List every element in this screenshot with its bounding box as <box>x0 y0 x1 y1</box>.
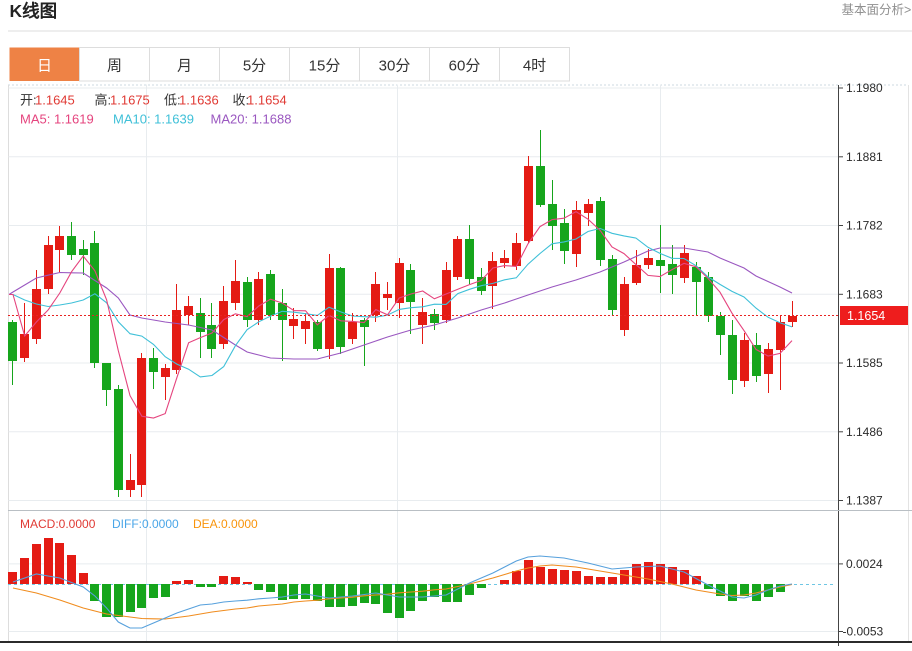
svg-text:4时: 4时 <box>523 58 546 75</box>
svg-text:30分: 30分 <box>379 58 411 75</box>
svg-text:1.1636: 1.1636 <box>179 93 219 108</box>
svg-text:1.1675: 1.1675 <box>110 93 150 108</box>
svg-text:5分: 5分 <box>243 58 266 75</box>
svg-text:1.1486: 1.1486 <box>846 425 883 439</box>
svg-text:月: 月 <box>177 58 192 75</box>
svg-text:高:: 高: <box>95 93 112 108</box>
svg-text:1.1654: 1.1654 <box>247 93 287 108</box>
svg-text:日: 日 <box>37 58 52 75</box>
svg-text:MA20: 1.1688: MA20: 1.1688 <box>211 112 292 127</box>
svg-text:-0.0053: -0.0053 <box>843 625 884 639</box>
svg-text:DEA:0.0000: DEA:0.0000 <box>193 517 258 531</box>
svg-text:1.1683: 1.1683 <box>846 288 883 302</box>
svg-text:1.1881: 1.1881 <box>846 150 883 164</box>
svg-text:K线图: K线图 <box>10 1 58 21</box>
svg-text:1.1645: 1.1645 <box>35 93 75 108</box>
svg-text:MACD:0.0000: MACD:0.0000 <box>20 517 96 531</box>
svg-text:低:: 低: <box>164 93 181 108</box>
svg-text:DIFF:0.0000: DIFF:0.0000 <box>112 517 179 531</box>
svg-text:0.0024: 0.0024 <box>846 557 883 571</box>
svg-text:1.1782: 1.1782 <box>846 219 883 233</box>
svg-text:MA5: 1.1619: MA5: 1.1619 <box>20 112 94 127</box>
svg-text:1.1654: 1.1654 <box>847 309 885 323</box>
svg-text:1.1585: 1.1585 <box>846 356 883 370</box>
svg-text:15分: 15分 <box>309 58 341 75</box>
svg-text:开:: 开: <box>20 93 37 108</box>
svg-text:基本面分析>: 基本面分析> <box>842 3 912 17</box>
svg-text:周: 周 <box>107 58 122 75</box>
svg-text:60分: 60分 <box>449 58 481 75</box>
svg-text:MA10: 1.1639: MA10: 1.1639 <box>113 112 194 127</box>
svg-text:1.1980: 1.1980 <box>846 81 883 95</box>
svg-text:收:: 收: <box>233 93 250 108</box>
svg-text:1.1387: 1.1387 <box>846 494 883 508</box>
